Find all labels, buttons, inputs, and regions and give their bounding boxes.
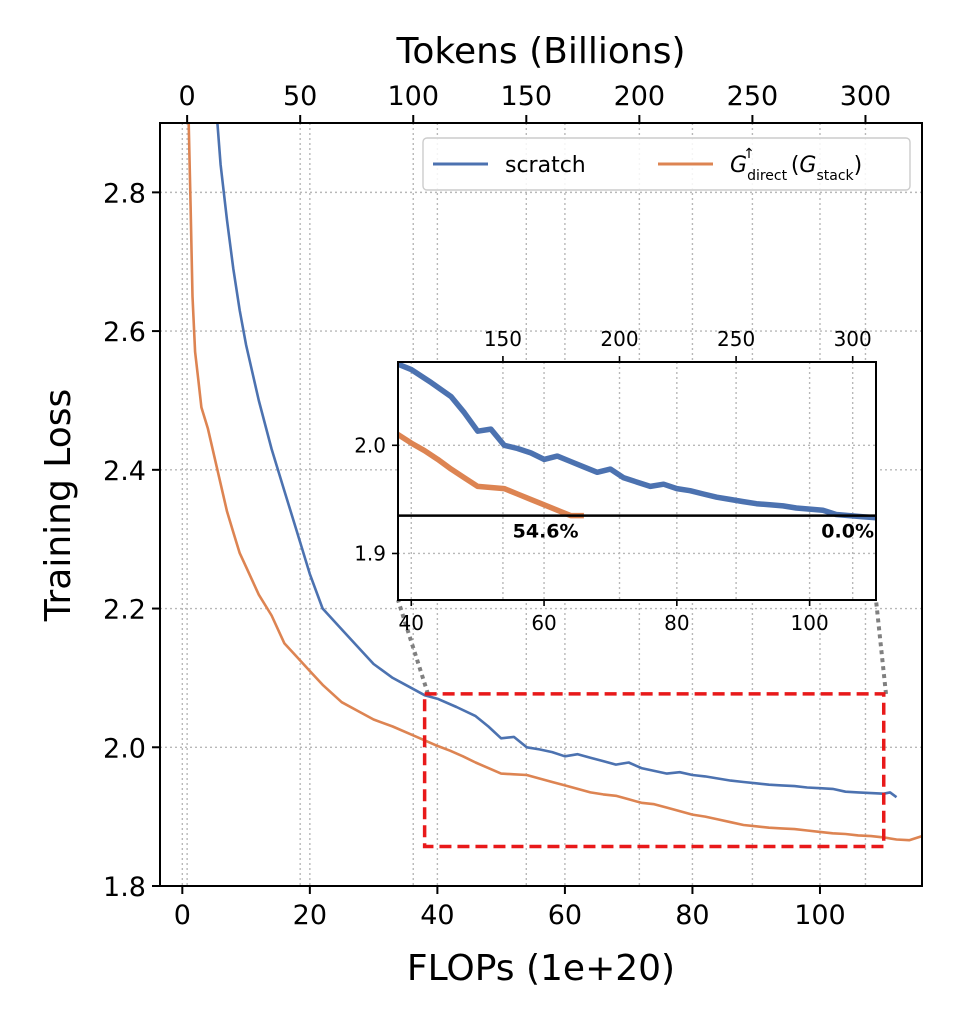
top-tick-label: 200 bbox=[614, 81, 666, 112]
x-tick-label: 0 bbox=[174, 900, 191, 931]
legend-label-scratch: scratch bbox=[505, 153, 586, 178]
inset-series-group bbox=[398, 362, 876, 521]
inset-y-tick-label: 2.0 bbox=[354, 433, 386, 457]
x-tick-label: 80 bbox=[675, 900, 709, 931]
main-ticks: 0 20 40 60 80 100 0 50 100 150 200 250 300 1.8 2.0 2.2 2… bbox=[103, 81, 891, 931]
zoom-connectors bbox=[396, 599, 888, 695]
legend-label-gdirect: Gdirect↑ (Gstack) bbox=[730, 146, 862, 184]
x-tick-label: 20 bbox=[293, 900, 327, 931]
x-axis-label: FLOPs (1e+20) bbox=[407, 948, 675, 989]
main-series-group bbox=[187, 123, 922, 842]
top-tick-label: 150 bbox=[501, 81, 553, 112]
y-tick-label: 2.2 bbox=[103, 595, 146, 626]
inset-top-tick-label: 300 bbox=[834, 327, 872, 351]
inset-line-scratch bbox=[398, 362, 876, 521]
x-tick-label: 60 bbox=[548, 900, 582, 931]
inset-top-tick-label: 200 bbox=[600, 327, 638, 351]
top-tick-label: 300 bbox=[840, 81, 892, 112]
legend: scratch Gdirect↑ (Gstack) bbox=[422, 137, 911, 191]
y-tick-label: 2.6 bbox=[103, 317, 146, 348]
inset-annotation-scratch: 0.0% bbox=[821, 521, 874, 543]
top-tick-label: 250 bbox=[727, 81, 779, 112]
y-axis-label: Training Loss bbox=[38, 389, 79, 622]
inset-top-tick-label: 250 bbox=[717, 327, 755, 351]
main-plot-frame bbox=[159, 122, 923, 887]
top-axis-label: Tokens (Billions) bbox=[395, 31, 685, 72]
inset-top-tick-label: 150 bbox=[484, 327, 522, 351]
inset-frame bbox=[397, 361, 877, 601]
inset-y-tick-label: 1.9 bbox=[354, 541, 386, 565]
y-tick-label: 2.0 bbox=[103, 733, 146, 764]
inset-x-tick-label: 60 bbox=[531, 611, 556, 635]
inset-x-tick-label: 40 bbox=[399, 611, 424, 635]
inset-x-tick-label: 100 bbox=[791, 611, 829, 635]
x-tick-label: 100 bbox=[794, 900, 846, 931]
zoom-connector-left bbox=[396, 599, 430, 695]
inset-x-tick-label: 80 bbox=[664, 611, 689, 635]
x-tick-label: 40 bbox=[420, 900, 454, 931]
y-tick-label: 2.8 bbox=[103, 178, 146, 209]
top-tick-label: 50 bbox=[283, 81, 317, 112]
series-line-scratch bbox=[216, 123, 898, 799]
top-tick-label: 100 bbox=[387, 81, 439, 112]
y-tick-label: 1.8 bbox=[103, 872, 146, 903]
series-line-gdirect bbox=[187, 123, 922, 842]
inset-ticks: 40 60 80 100 150 200 250 300 1.9 2.0 bbox=[354, 327, 872, 635]
top-tick-label: 0 bbox=[179, 81, 196, 112]
y-tick-label: 2.4 bbox=[103, 456, 146, 487]
inset-line-gdirect bbox=[398, 431, 584, 519]
inset-annotation-gdirect: 54.6% bbox=[513, 521, 579, 543]
zoom-connector-right bbox=[874, 599, 888, 695]
